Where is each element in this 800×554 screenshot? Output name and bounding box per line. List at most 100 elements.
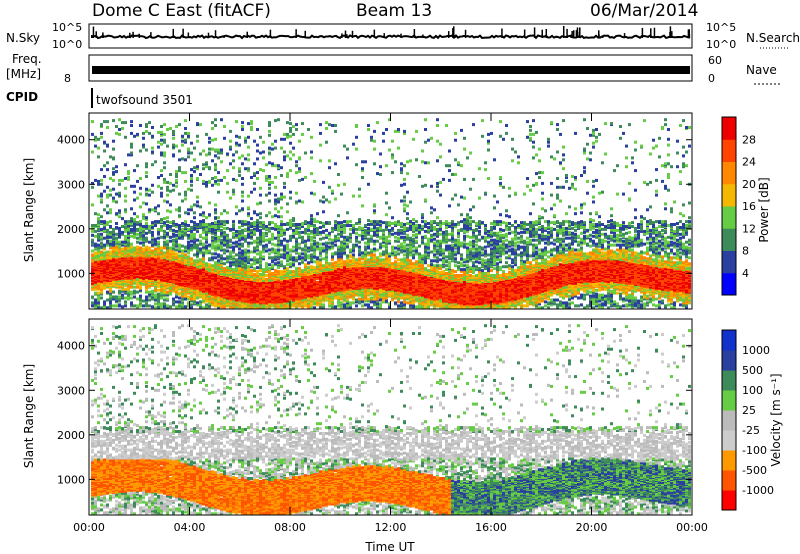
range-cell	[325, 198, 328, 202]
range-cell	[310, 231, 313, 235]
range-cell	[124, 247, 127, 251]
range-cell	[151, 230, 154, 234]
range-cell	[118, 295, 121, 299]
range-cell	[91, 203, 94, 207]
range-cell	[124, 226, 127, 229]
range-cell	[118, 247, 121, 251]
range-cell	[250, 241, 253, 245]
range-cell	[169, 239, 172, 243]
range-cell	[331, 272, 334, 275]
range-cell	[325, 233, 328, 237]
range-cell	[319, 143, 322, 147]
range-cell	[124, 121, 127, 125]
range-cell	[265, 245, 268, 249]
nsearch-tick-top: 10^5	[706, 21, 736, 34]
range-cell	[232, 263, 235, 267]
range-cell	[130, 296, 133, 300]
range-cell	[109, 294, 112, 298]
range-cell	[310, 229, 313, 233]
range-cell	[121, 266, 124, 270]
range-cell	[238, 143, 241, 147]
range-cell	[253, 187, 256, 191]
range-cell	[112, 171, 115, 175]
range-cell	[307, 261, 310, 265]
range-cell	[214, 118, 217, 122]
range-cell	[319, 294, 322, 298]
range-cell	[118, 193, 121, 197]
range-cell	[175, 261, 178, 265]
range-cell	[307, 296, 310, 300]
range-cell	[100, 182, 103, 186]
range-cell	[238, 229, 241, 233]
range-cell	[220, 244, 223, 248]
range-cell	[232, 227, 235, 231]
range-cell	[268, 124, 271, 127]
range-cell	[298, 287, 301, 291]
range-cell	[286, 259, 289, 263]
range-cell	[193, 221, 196, 225]
range-cell	[247, 271, 250, 274]
range-cell	[166, 220, 169, 224]
range-cell	[259, 201, 262, 205]
range-cell	[160, 169, 163, 173]
range-cell	[151, 305, 154, 309]
range-cell	[133, 248, 136, 252]
range-cell	[247, 297, 250, 301]
range-cell	[112, 119, 115, 123]
range-cell	[157, 212, 160, 216]
range-cell	[277, 230, 280, 234]
range-cell	[172, 153, 175, 157]
range-cell	[268, 239, 271, 243]
range-cell	[118, 303, 121, 307]
range-cell	[124, 177, 127, 180]
range-cell	[253, 210, 256, 214]
range-cell	[229, 299, 232, 303]
range-cell	[205, 240, 208, 244]
range-cell	[304, 230, 307, 234]
range-cell	[262, 275, 265, 279]
range-cell	[292, 219, 295, 223]
range-cell	[301, 235, 304, 239]
range-cell	[277, 242, 280, 246]
range-cell	[244, 248, 247, 252]
range-cell	[259, 230, 262, 234]
range-cell	[316, 262, 319, 266]
range-cell	[106, 193, 109, 197]
range-cell	[319, 300, 322, 304]
range-cell	[184, 223, 187, 226]
range-cell	[172, 145, 175, 149]
range-cell	[157, 184, 160, 188]
range-cell	[151, 190, 154, 194]
range-cell	[112, 239, 115, 243]
range-cell	[163, 240, 166, 244]
range-cell	[184, 220, 187, 224]
range-cell	[175, 237, 178, 241]
range-cell	[202, 167, 205, 171]
range-cell	[199, 251, 202, 255]
range-cell	[187, 255, 190, 259]
range-cell	[109, 304, 112, 308]
range-cell	[127, 287, 130, 291]
range-cell	[187, 279, 190, 283]
range-cell	[313, 220, 316, 224]
range-cell	[292, 153, 295, 157]
range-cell	[226, 238, 229, 242]
range-cell	[151, 146, 154, 150]
range-cell	[319, 246, 322, 250]
range-cell	[196, 165, 199, 169]
range-cell	[214, 298, 217, 302]
range-cell	[241, 220, 244, 224]
range-cell	[223, 235, 226, 239]
range-cell	[211, 127, 214, 130]
range-cell	[319, 123, 322, 127]
range-cell	[217, 259, 220, 263]
range-cell	[289, 196, 292, 200]
range-cell	[277, 244, 280, 248]
range-cell	[163, 235, 166, 239]
range-cell	[301, 222, 304, 225]
range-cell	[262, 221, 265, 225]
range-cell	[247, 135, 250, 139]
range-cell	[127, 243, 130, 247]
range-cell	[181, 306, 184, 310]
range-cell	[205, 246, 208, 250]
